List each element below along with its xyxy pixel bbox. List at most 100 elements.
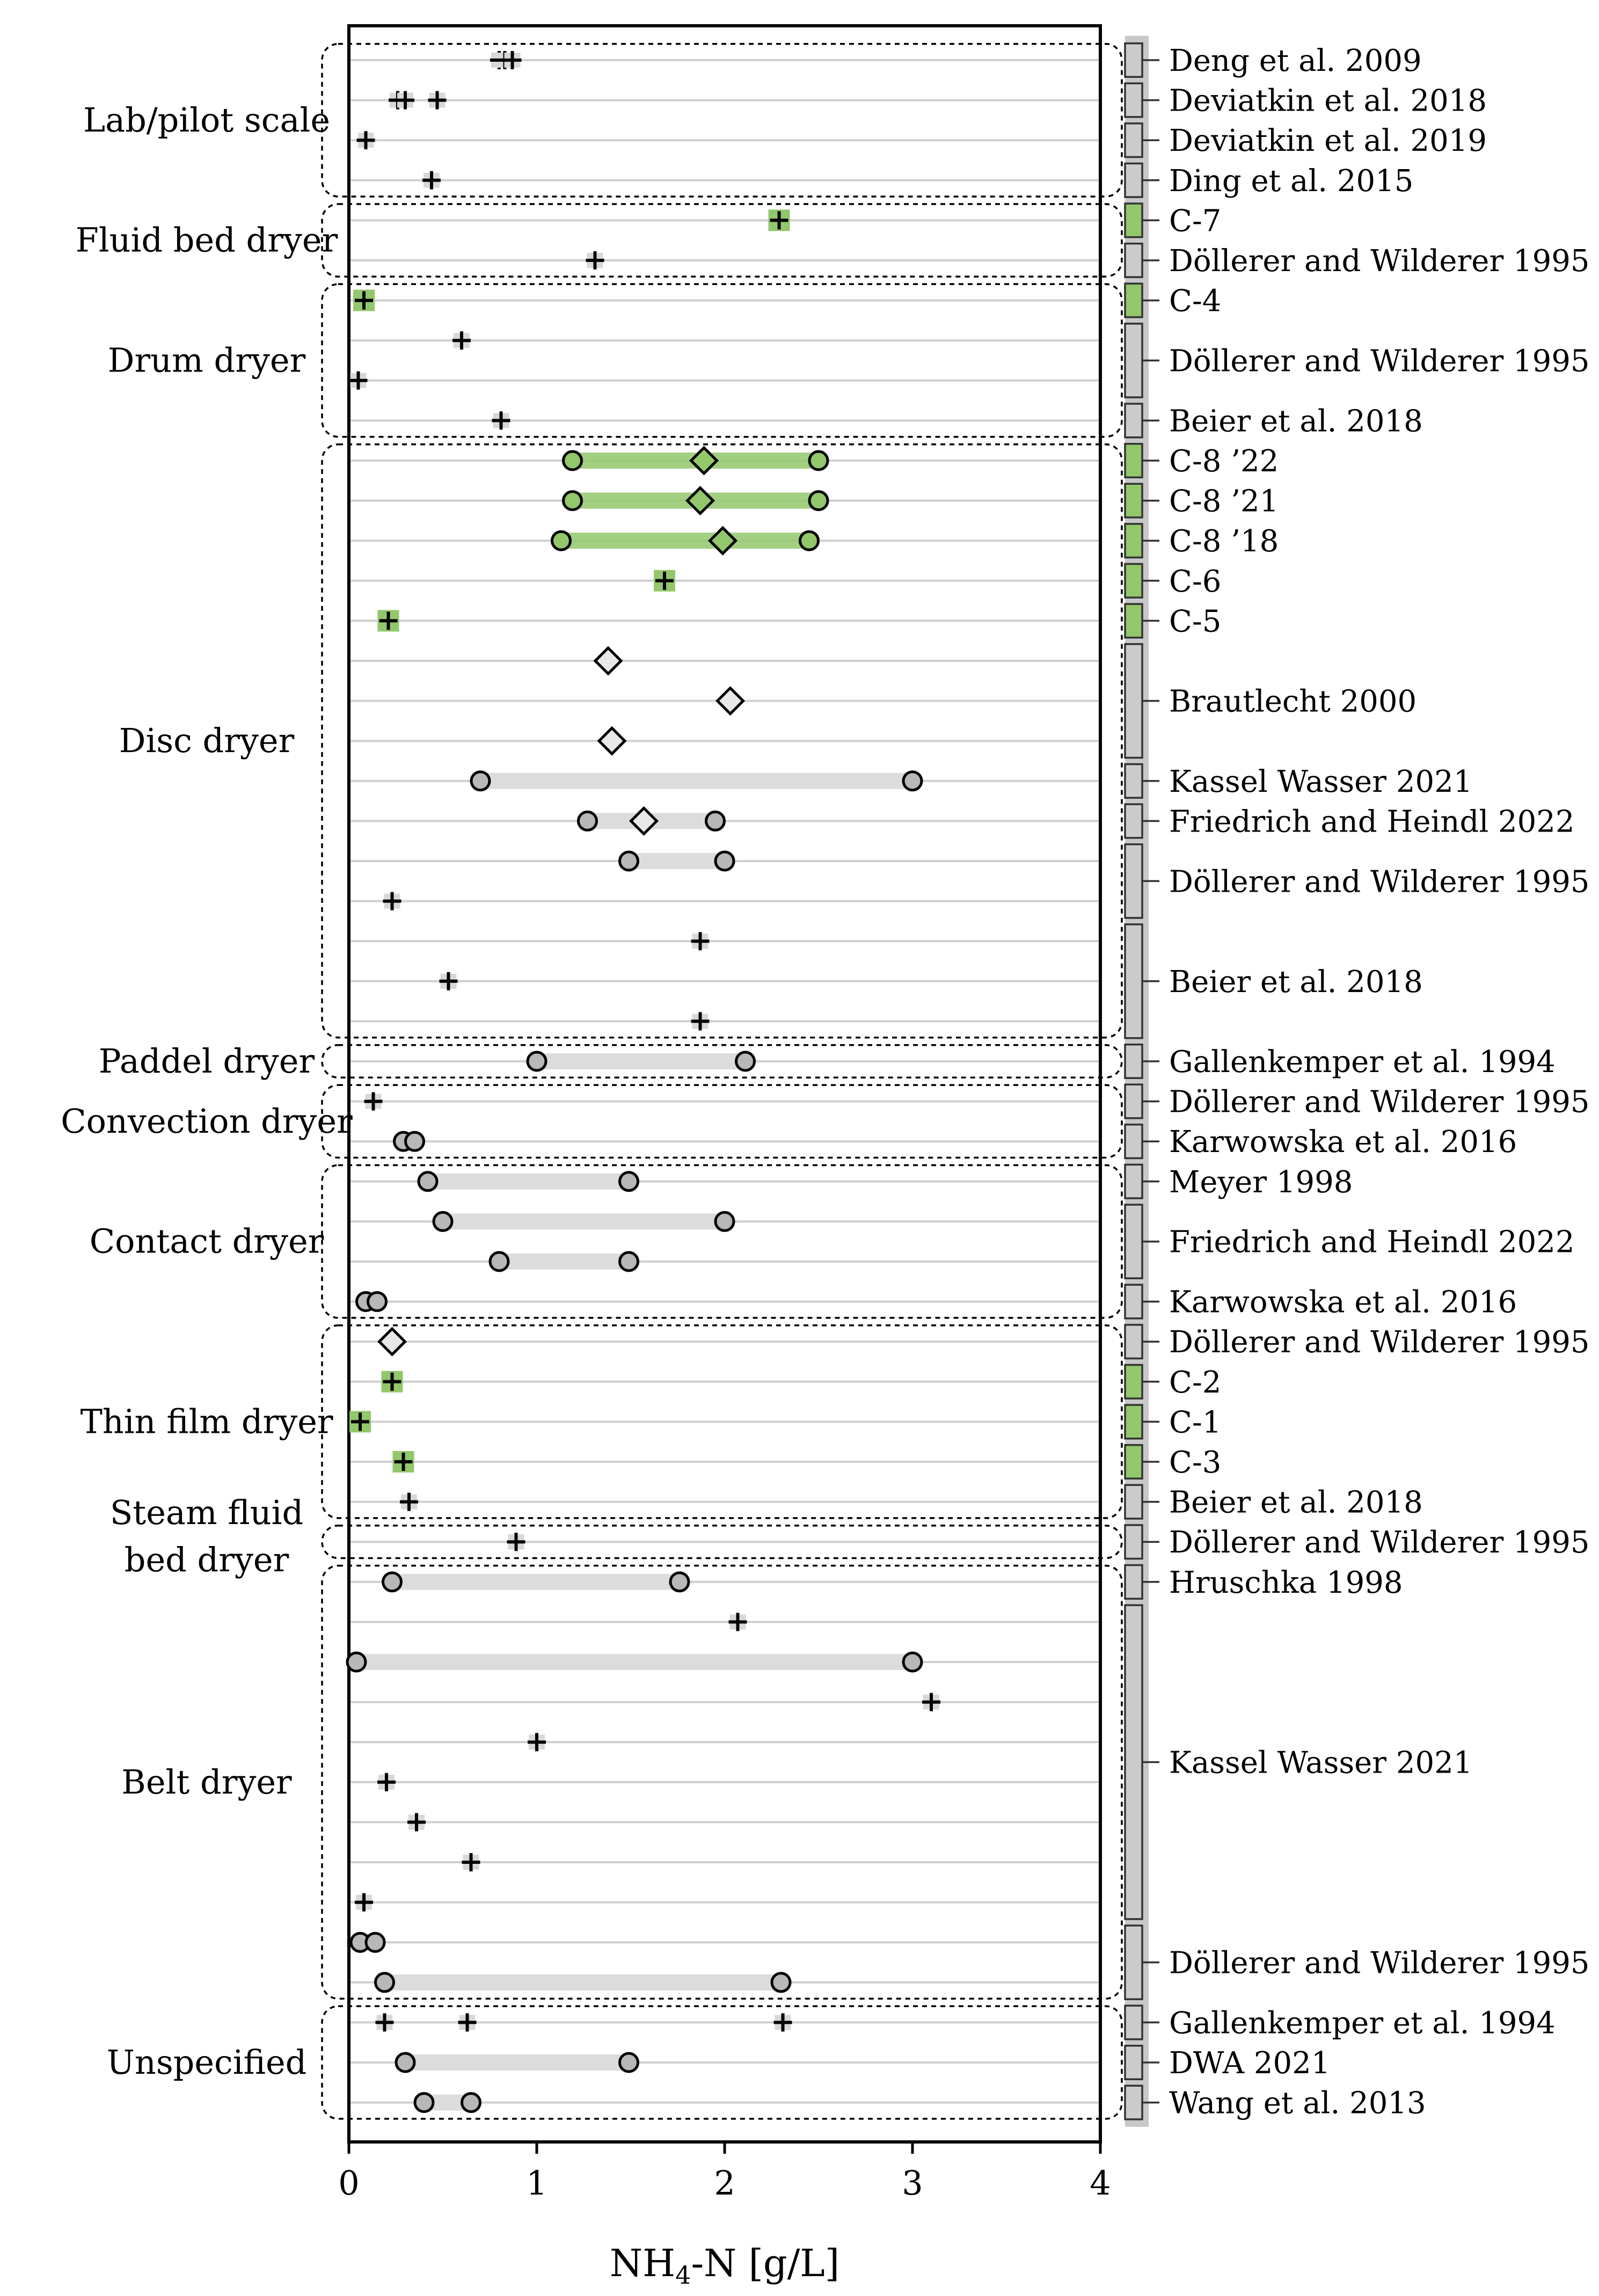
range-end-marker xyxy=(413,2092,435,2113)
source-label: Friedrich and Heindl 2022 xyxy=(1169,804,1575,839)
source-label: Döllerer and Wilderer 1995 xyxy=(1169,244,1590,279)
range-end-marker xyxy=(902,1651,923,1673)
range-bar xyxy=(629,853,725,869)
source-bracket xyxy=(1124,1444,1143,1480)
source-bracket xyxy=(1124,2044,1143,2081)
plus-marker xyxy=(383,892,401,910)
group-label: Paddel dryer xyxy=(99,1041,315,1081)
mean-marker xyxy=(629,806,659,836)
x-axis-label-main: NH xyxy=(610,2241,675,2285)
plus-marker xyxy=(728,1613,747,1631)
source-bracket xyxy=(1124,523,1143,559)
group-box xyxy=(321,203,1123,278)
plus-marker xyxy=(394,1453,413,1471)
group-box xyxy=(321,443,1123,1039)
range-end-marker xyxy=(526,1051,547,1072)
source-label: Karwowska et al. 2016 xyxy=(1169,1125,1517,1160)
plus-marker xyxy=(458,2013,477,2032)
source-label: C-8 ’22 xyxy=(1169,444,1279,479)
source-label: Brautlecht 2000 xyxy=(1169,684,1417,719)
source-bracket xyxy=(1124,2005,1143,2040)
source-bracket xyxy=(1124,82,1143,118)
range-end-marker xyxy=(562,450,583,471)
group-label-line: bed dryer xyxy=(125,1540,289,1579)
source-bracket xyxy=(1124,1925,1143,2000)
plus-marker xyxy=(773,2013,792,2032)
x-axis-label-subscript: 4 xyxy=(675,2261,691,2290)
range-end-marker xyxy=(470,770,491,792)
source-bracket xyxy=(1124,1324,1143,1360)
range-end-marker xyxy=(404,1131,425,1152)
source-bracket xyxy=(1124,1163,1143,1199)
range-end-marker xyxy=(735,1051,756,1072)
plus-marker xyxy=(377,1773,396,1791)
group-label-line: Belt dryer xyxy=(121,1762,292,1802)
range-end-marker xyxy=(382,1571,403,1593)
group-box xyxy=(321,2005,1123,2120)
plus-marker xyxy=(383,1372,401,1391)
range-end-marker xyxy=(770,1972,792,1993)
range-end-marker xyxy=(618,1171,639,1192)
group-label-line: Thin film dryer xyxy=(80,1402,333,1441)
source-label: Deviatkin et al. 2019 xyxy=(1169,123,1487,158)
group-boxes xyxy=(321,42,1123,2120)
x-axis-label: NH4-N [g/L] xyxy=(610,2241,839,2290)
x-axis: 0 1 2 3 4 xyxy=(338,2142,1111,2203)
group-box xyxy=(321,1164,1123,1319)
source-bracket xyxy=(1124,2084,1143,2120)
source-bracket xyxy=(1124,1043,1143,1080)
plus-marker xyxy=(452,331,471,350)
range-end-marker xyxy=(488,1251,510,1272)
range-end-marker xyxy=(417,1171,439,1192)
group-label-line: Disc dryer xyxy=(119,721,295,760)
range-bar xyxy=(392,1573,680,1590)
mean-marker xyxy=(715,686,746,716)
source-label: Friedrich and Heindl 2022 xyxy=(1169,1225,1575,1260)
group-box xyxy=(321,42,1123,198)
range-end-marker xyxy=(551,530,572,551)
range-end-marker xyxy=(902,770,923,792)
group-label: Convection dryer xyxy=(61,1102,353,1141)
plus-marker xyxy=(349,371,368,390)
source-label: Wang et al. 2013 xyxy=(1169,2086,1426,2121)
x-tick-label: 2 xyxy=(714,2163,735,2203)
source-label: Beier et al. 2018 xyxy=(1169,404,1423,439)
source-label: Karwowska et al. 2016 xyxy=(1169,1285,1517,1320)
source-bracket xyxy=(1124,122,1143,158)
plus-marker xyxy=(528,1733,546,1752)
plus-marker xyxy=(379,611,398,630)
source-bracket xyxy=(1124,442,1143,479)
source-label: C-8 ’21 xyxy=(1169,484,1279,519)
source-label: Döllerer and Wilderer 1995 xyxy=(1169,1946,1590,1981)
source-bracket xyxy=(1124,162,1143,198)
plus-marker xyxy=(439,972,458,990)
source-bracket xyxy=(1124,242,1143,279)
range-bar xyxy=(384,1974,781,1991)
source-label: C-2 xyxy=(1169,1365,1221,1400)
plus-marker xyxy=(691,1012,710,1031)
range-end-marker xyxy=(461,2092,481,2113)
range-end-marker xyxy=(367,1291,388,1313)
source-bracket xyxy=(1124,403,1143,439)
source-bracket xyxy=(1124,843,1143,919)
group-box xyxy=(321,1084,1123,1159)
range-end-marker xyxy=(714,850,735,872)
group-label-line: Lab/pilot scale xyxy=(83,100,330,140)
x-tick-label: 1 xyxy=(526,2163,547,2203)
source-label: Deviatkin et al. 2018 xyxy=(1169,84,1487,119)
range-bar xyxy=(499,1253,629,1270)
source-label: Döllerer and Wilderer 1995 xyxy=(1169,864,1590,899)
plus-marker xyxy=(655,571,674,590)
range-end-marker xyxy=(374,1972,395,1993)
source-bracket xyxy=(1124,923,1143,1039)
mean-marker xyxy=(685,486,715,516)
group-label-line: Drum dryer xyxy=(108,341,306,380)
group-box xyxy=(321,1044,1123,1079)
source-bracket xyxy=(1124,643,1143,759)
plus-marker xyxy=(356,131,375,150)
source-bracket xyxy=(1124,1124,1143,1160)
range-bar xyxy=(405,2054,629,2071)
group-label: Belt dryer xyxy=(121,1762,292,1802)
source-label: C-5 xyxy=(1169,604,1221,639)
